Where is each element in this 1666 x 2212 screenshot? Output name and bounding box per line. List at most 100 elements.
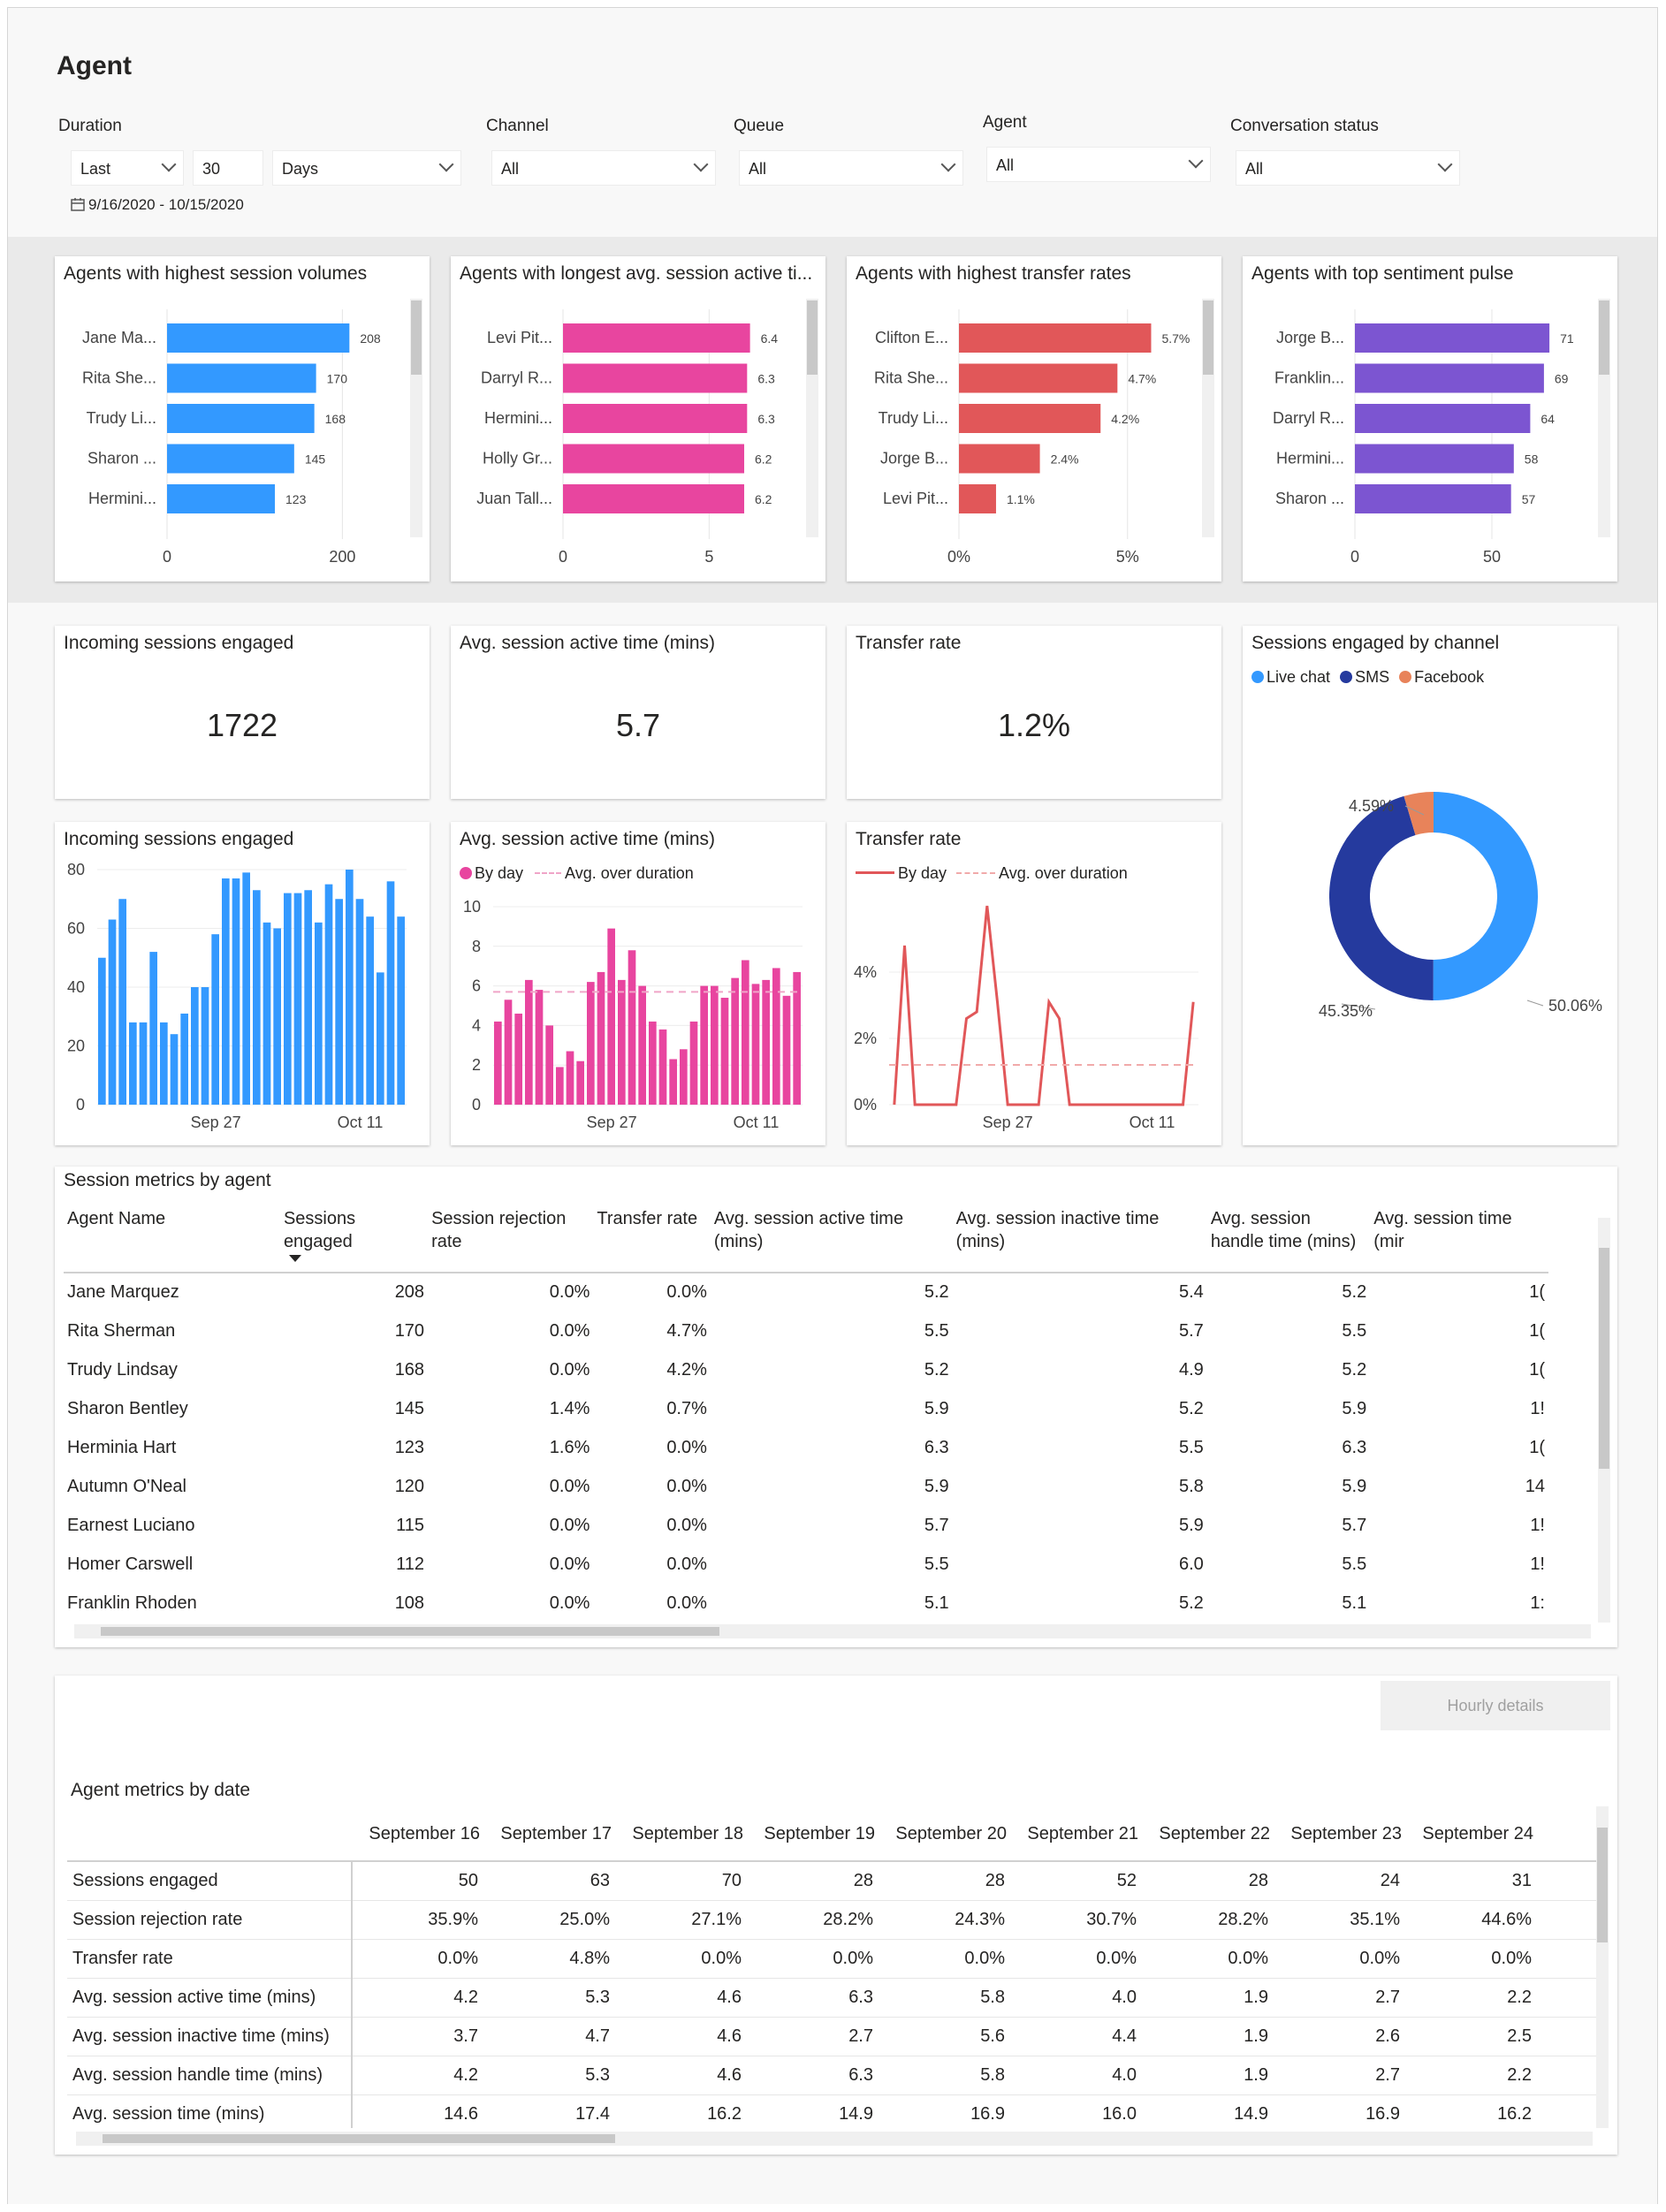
date-table-viewport[interactable]: September 16 September 17 September 18 Sept… (67, 1808, 1605, 2128)
table-row[interactable]: Avg. session inactive time (mins) 3.7 4.7 4… (67, 2017, 1605, 2056)
bar[interactable] (525, 979, 533, 1105)
bar[interactable] (129, 1022, 137, 1105)
vertical-scrollbar[interactable] (1596, 1806, 1609, 2128)
horizontal-scrollbar[interactable] (76, 2132, 1593, 2146)
bar[interactable] (563, 444, 745, 474)
bar[interactable] (607, 928, 615, 1105)
horizontal-scrollbar[interactable] (74, 1624, 1591, 1638)
table-row[interactable]: Avg. session time (mins) 14.6 17.4 16.2 14.9… (67, 2094, 1605, 2128)
bar[interactable] (201, 987, 209, 1105)
column-header[interactable]: September 23 (1290, 1824, 1402, 1843)
column-header[interactable]: September 19 (764, 1824, 875, 1843)
bar[interactable] (366, 916, 374, 1105)
column-header[interactable]: September 22 (1159, 1824, 1270, 1843)
column-header[interactable]: Septe (1537, 1808, 1605, 1861)
bar[interactable] (108, 919, 117, 1105)
column-header[interactable]: Sessions engaged (280, 1202, 428, 1273)
table-row[interactable]: Transfer rate 0.0% 4.8% 0.0% 0.0% 0.0% 0.0% 0.0… (67, 1939, 1605, 1978)
table-row[interactable]: Jane Marquez 208 0.0% 0.0% 5.2 5.4 5.2 1( (64, 1273, 1548, 1311)
bar[interactable] (1355, 444, 1514, 474)
bar[interactable] (191, 987, 199, 1105)
bar[interactable] (293, 893, 302, 1105)
bar[interactable] (535, 990, 544, 1105)
bar[interactable] (304, 890, 312, 1105)
column-header[interactable]: Avg. session active time (mins) (713, 1209, 904, 1251)
table-row[interactable]: Herminia Hart 123 1.6% 0.0% 6.3 5.5 6.3 1( (64, 1428, 1548, 1467)
duration-count-input[interactable]: 30 (193, 150, 263, 186)
table-row[interactable]: Sessions engaged 50 63 70 28 28 52 28 24 31 (67, 1861, 1605, 1900)
bar[interactable] (563, 363, 748, 393)
column-header[interactable]: Agent Name (67, 1209, 166, 1228)
table-row[interactable]: Session rejection rate 35.9% 25.0% 27.1% 28.… (67, 1900, 1605, 1939)
bar[interactable] (98, 957, 106, 1105)
column-header[interactable]: September 20 (895, 1824, 1007, 1843)
bar[interactable] (149, 952, 157, 1105)
bar[interactable] (556, 1067, 564, 1105)
bar[interactable] (232, 878, 240, 1105)
bar[interactable] (618, 979, 626, 1105)
bar[interactable] (959, 444, 1040, 474)
table-row[interactable]: Avg. session handle time (mins) 4.2 5.3 4.6… (67, 2056, 1605, 2094)
agent-table-viewport[interactable]: Agent Name Sessions engaged Session reject… (64, 1202, 1598, 1623)
vertical-scrollbar[interactable] (1598, 1218, 1610, 1623)
table-row[interactable]: Franklin Rhoden 108 0.0% 0.0% 5.1 5.2 5.1 1: (64, 1584, 1548, 1623)
bar[interactable] (180, 1013, 188, 1105)
bar[interactable] (566, 1051, 574, 1105)
bar[interactable] (494, 1021, 502, 1105)
column-header[interactable]: September 18 (632, 1824, 743, 1843)
conversation-status-select[interactable]: All (1236, 150, 1460, 186)
bar[interactable] (742, 960, 749, 1105)
hourly-details-button[interactable]: Hourly details (1381, 1681, 1610, 1730)
bar[interactable] (335, 899, 343, 1105)
bar[interactable] (253, 890, 261, 1105)
table-row[interactable]: Autumn O'Neal 120 0.0% 0.0% 5.9 5.8 5.9 14 (64, 1467, 1548, 1506)
bar[interactable] (222, 878, 230, 1105)
bar[interactable] (959, 484, 996, 513)
bar[interactable] (576, 1060, 584, 1105)
bar[interactable] (284, 893, 292, 1105)
bar[interactable] (167, 363, 316, 393)
bar[interactable] (959, 323, 1152, 353)
bar[interactable] (504, 1000, 513, 1105)
bar[interactable] (262, 922, 271, 1105)
vertical-scrollbar[interactable] (1202, 299, 1214, 537)
bar[interactable] (167, 323, 350, 353)
agent-select[interactable]: All (986, 147, 1211, 182)
duration-mode-select[interactable]: Last (71, 150, 184, 186)
table-row[interactable]: Homer Carswell 112 0.0% 0.0% 5.5 6.0 5.5 1! (64, 1545, 1548, 1584)
bar[interactable] (689, 1021, 698, 1105)
donut-slice-live-chat[interactable] (1433, 792, 1538, 1000)
bar[interactable] (211, 934, 219, 1105)
bar[interactable] (118, 899, 126, 1105)
table-row[interactable]: Trudy Lindsay 168 0.0% 4.2% 5.2 4.9 5.2 1( (64, 1350, 1548, 1389)
column-header[interactable]: September 16 (369, 1824, 480, 1843)
table-row[interactable]: Rita Sherman 170 0.0% 4.7% 5.5 5.7 5.5 1( (64, 1311, 1548, 1350)
bar[interactable] (139, 1022, 148, 1105)
vertical-scrollbar[interactable] (410, 299, 422, 537)
bar[interactable] (680, 1049, 688, 1105)
bar[interactable] (751, 984, 760, 1105)
table-row[interactable]: Avg. session active time (mins) 4.2 5.3 4.6… (67, 1978, 1605, 2017)
column-header[interactable]: Avg. session time (mir (1373, 1209, 1512, 1251)
bar[interactable] (1355, 323, 1550, 353)
bar[interactable] (1355, 404, 1531, 433)
bar[interactable] (731, 977, 739, 1105)
bar[interactable] (242, 872, 250, 1105)
bar[interactable] (959, 363, 1118, 393)
bar[interactable] (514, 1013, 522, 1105)
table-row[interactable]: Earnest Luciano 115 0.0% 0.0% 5.7 5.9 5.7 1! (64, 1506, 1548, 1545)
bar[interactable] (170, 1034, 179, 1105)
column-header[interactable]: September 24 (1422, 1824, 1533, 1843)
bar[interactable] (315, 922, 323, 1105)
bar[interactable] (711, 985, 719, 1105)
bar[interactable] (324, 884, 333, 1105)
bar[interactable] (669, 1059, 677, 1105)
column-header[interactable]: September 17 (500, 1824, 612, 1843)
vertical-scrollbar[interactable] (1598, 299, 1610, 537)
bar[interactable] (597, 971, 605, 1105)
bar[interactable] (386, 881, 395, 1105)
series-line[interactable] (893, 905, 1195, 1106)
bar[interactable] (1355, 484, 1511, 513)
vertical-scrollbar[interactable] (806, 299, 818, 537)
column-header[interactable]: Avg. session handle time (mins) (1210, 1209, 1357, 1251)
